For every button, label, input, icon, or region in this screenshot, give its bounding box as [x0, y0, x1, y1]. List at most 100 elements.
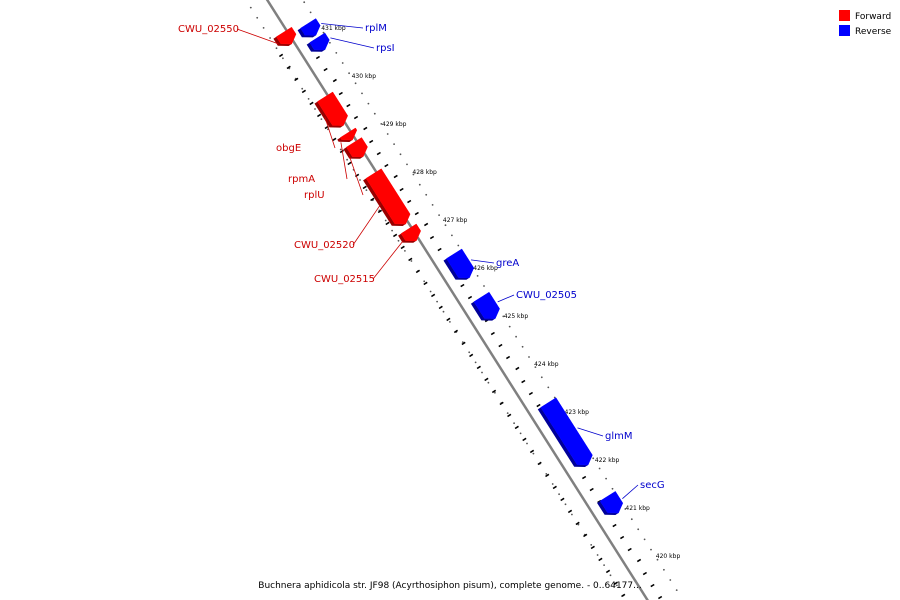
gene-shadow	[443, 258, 470, 280]
guide-dot	[307, 98, 310, 100]
guide-dot	[609, 574, 612, 577]
gene-CWU_02520	[365, 168, 411, 225]
minor-tick	[657, 595, 663, 600]
guide-dot	[391, 229, 393, 232]
gene-label: CWU_02515	[314, 274, 375, 285]
gene-leader-line	[324, 116, 336, 149]
minor-tick	[353, 115, 359, 120]
tick-label: 431 kbp	[321, 25, 346, 32]
gene-glmM	[540, 397, 593, 466]
guide-dot	[476, 275, 479, 277]
gene-leader-line	[340, 142, 348, 180]
guide-dot	[404, 250, 406, 252]
minor-tick	[385, 221, 390, 226]
guide-dot	[256, 16, 259, 19]
minor-tick	[423, 281, 428, 286]
guide-dot	[487, 381, 490, 384]
gene-shadow	[306, 42, 325, 52]
gene-shadow	[343, 147, 364, 159]
guide-dot	[577, 523, 580, 526]
guide-dot	[630, 518, 633, 521]
gene-CWU_02515	[400, 223, 421, 242]
minor-tick	[598, 557, 603, 562]
guide-dot	[380, 123, 383, 125]
minor-tick	[400, 245, 405, 250]
tick-label: 422 kbp	[595, 457, 620, 464]
minor-tick	[370, 197, 375, 202]
guide-dot	[282, 57, 284, 60]
guide-dot	[616, 584, 618, 587]
guide-dot	[365, 189, 368, 192]
guide-dot	[423, 280, 426, 283]
gene-label: greA	[496, 258, 519, 269]
guide-dot	[637, 528, 640, 531]
minor-tick	[376, 151, 381, 156]
minor-tick	[446, 317, 451, 322]
minor-tick	[552, 485, 557, 490]
minor-tick	[545, 473, 550, 478]
tick-label: 421 kbp	[625, 505, 650, 512]
tick-label: 425 kbp	[504, 313, 529, 320]
guide-dot	[545, 473, 548, 475]
guide-dot	[442, 310, 445, 313]
minor-tick	[301, 89, 307, 94]
gene-label: rpmA	[288, 174, 315, 185]
guide-dot	[425, 193, 428, 196]
minor-tick	[339, 149, 345, 154]
minor-tick	[491, 389, 497, 394]
minor-tick	[536, 403, 541, 408]
guide-dot	[354, 82, 357, 85]
minor-tick	[369, 139, 374, 144]
gene-label: CWU_02550	[178, 24, 239, 35]
guide-dot	[650, 548, 652, 551]
gene-secG	[599, 491, 624, 514]
minor-tick	[575, 521, 580, 526]
gene-obgE	[317, 91, 348, 126]
gene-label: glmM	[605, 431, 633, 442]
guide-dot	[502, 315, 505, 318]
minor-tick	[338, 91, 343, 96]
gene-label: CWU_02505	[516, 290, 577, 301]
guide-dot	[532, 452, 535, 455]
minor-tick	[323, 67, 328, 72]
guide-dot	[335, 52, 338, 54]
guide-dot	[429, 290, 432, 293]
minor-tick	[460, 283, 465, 288]
guide-dot	[564, 503, 567, 506]
guide-dot	[431, 204, 434, 206]
guide-dot	[461, 341, 464, 343]
tick-label: 420 kbp	[656, 553, 681, 560]
guide-dot	[359, 179, 361, 181]
guide-dot	[451, 234, 453, 237]
guide-dot	[611, 487, 614, 490]
guide-dot	[262, 27, 265, 29]
minor-tick	[437, 247, 442, 252]
guide-dot	[592, 457, 595, 460]
minor-tick	[567, 509, 573, 514]
minor-tick	[476, 365, 481, 370]
gene-rplU	[346, 137, 368, 158]
gene-shadow	[297, 28, 316, 38]
gene-leader-line	[352, 204, 381, 246]
gene-shadow	[537, 407, 588, 467]
guide-dot	[596, 554, 599, 556]
minor-tick	[521, 379, 526, 384]
gene-label: secG	[640, 480, 665, 491]
minor-tick	[621, 593, 626, 598]
guide-dot	[558, 493, 560, 496]
gene-shadow	[398, 233, 417, 243]
guide-dot	[410, 260, 413, 262]
guide-dot	[481, 371, 483, 374]
tick-label: 423 kbp	[565, 409, 590, 416]
tick-label: 427 kbp	[443, 217, 468, 224]
guide-dot	[412, 173, 415, 176]
guide-dot	[598, 467, 601, 470]
guide-dot	[534, 366, 537, 368]
gene-leader-line	[372, 240, 404, 280]
tick-label: 424 kbp	[534, 361, 559, 368]
minor-tick	[522, 437, 527, 442]
minor-tick	[415, 269, 421, 274]
guide-dot	[521, 345, 524, 348]
guide-dot	[348, 72, 350, 75]
guide-dot	[329, 41, 331, 44]
